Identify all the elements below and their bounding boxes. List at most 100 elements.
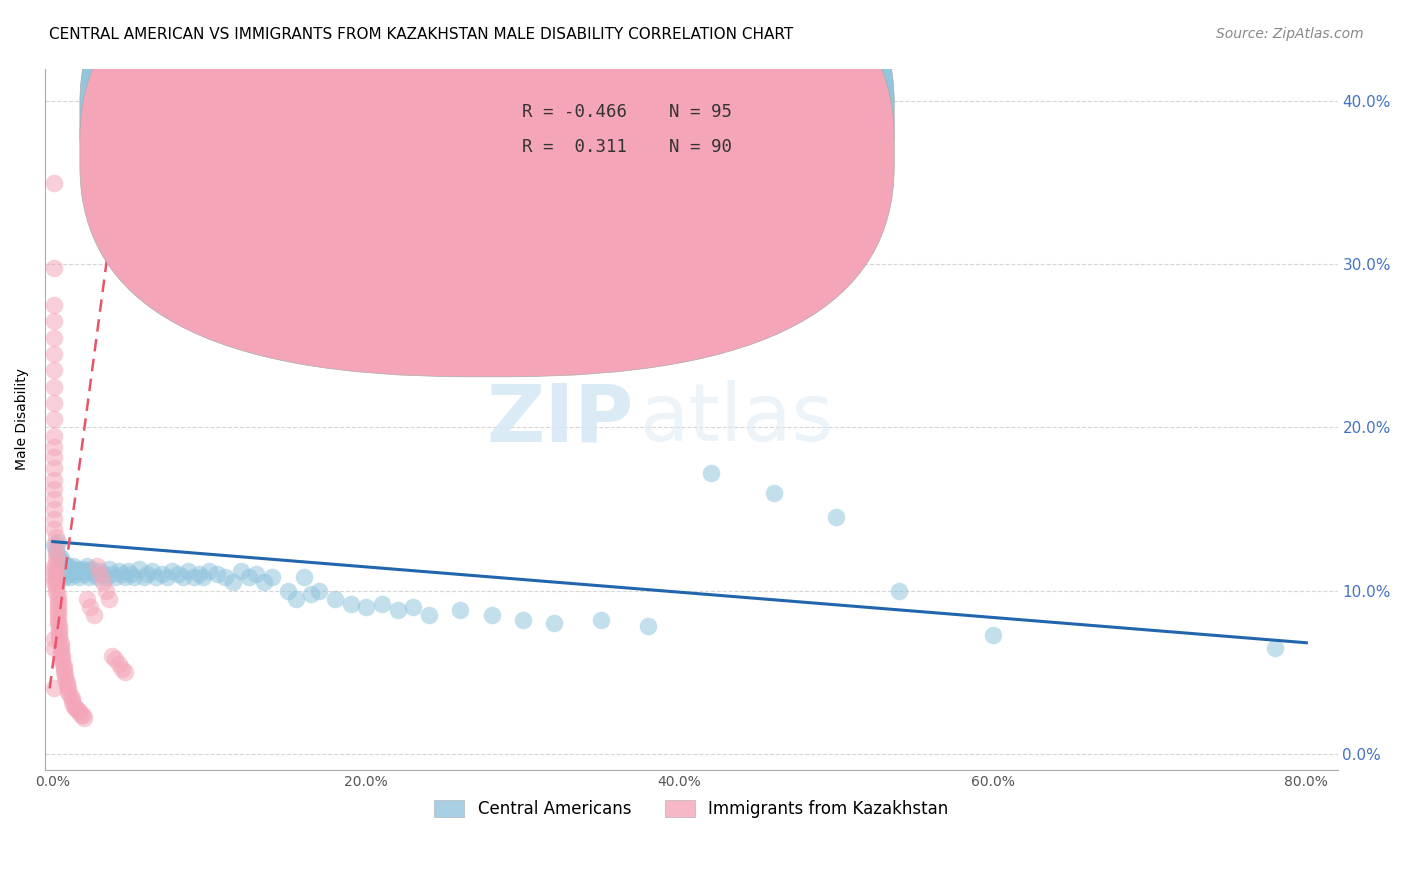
Point — [83, 607, 105, 622]
Point — [207, 567, 229, 582]
Point — [76, 559, 98, 574]
Point — [44, 461, 66, 475]
Point — [46, 601, 69, 615]
Point — [160, 564, 183, 578]
Legend: Central Americans, Immigrants from Kazakhstan: Central Americans, Immigrants from Kazak… — [427, 793, 955, 825]
Point — [111, 662, 134, 676]
Point — [299, 587, 322, 601]
Point — [65, 567, 87, 582]
Point — [45, 575, 67, 590]
Point — [45, 538, 67, 552]
Point — [114, 665, 136, 679]
Point — [66, 562, 89, 576]
Point — [86, 570, 108, 584]
Point — [481, 607, 503, 622]
Point — [49, 639, 72, 653]
Point — [51, 567, 73, 582]
Point — [56, 564, 79, 578]
Point — [1264, 640, 1286, 655]
Point — [72, 562, 94, 576]
Point — [51, 656, 73, 670]
Point — [308, 583, 330, 598]
Point — [52, 662, 75, 676]
Point — [284, 591, 307, 606]
Point — [145, 570, 167, 584]
FancyBboxPatch shape — [80, 0, 894, 342]
Point — [45, 570, 67, 584]
Point — [44, 473, 66, 487]
Point — [825, 510, 848, 524]
Point — [46, 613, 69, 627]
Text: CENTRAL AMERICAN VS IMMIGRANTS FROM KAZAKHSTAN MALE DISABILITY CORRELATION CHART: CENTRAL AMERICAN VS IMMIGRANTS FROM KAZA… — [49, 27, 793, 42]
Point — [53, 562, 76, 576]
Point — [44, 512, 66, 526]
Point — [91, 567, 114, 582]
Point — [45, 546, 67, 560]
Point — [44, 347, 66, 361]
Point — [45, 580, 67, 594]
Point — [44, 331, 66, 345]
Point — [48, 619, 70, 633]
Point — [83, 567, 105, 582]
Point — [58, 684, 80, 698]
Point — [107, 564, 129, 578]
Point — [591, 613, 613, 627]
Point — [44, 632, 66, 647]
Point — [104, 570, 127, 584]
Point — [98, 562, 121, 576]
Point — [45, 542, 67, 557]
Point — [49, 564, 72, 578]
Point — [245, 567, 267, 582]
Point — [69, 704, 91, 718]
Y-axis label: Male Disability: Male Disability — [15, 368, 30, 470]
Point — [94, 570, 117, 584]
Point — [52, 665, 75, 679]
Point — [387, 603, 409, 617]
Point — [48, 559, 70, 574]
Point — [44, 483, 66, 497]
Point — [371, 597, 394, 611]
Point — [58, 567, 80, 582]
Point — [44, 298, 66, 312]
Point — [104, 652, 127, 666]
Point — [229, 564, 252, 578]
Point — [72, 707, 94, 722]
Point — [59, 688, 82, 702]
Point — [45, 558, 67, 572]
Point — [49, 550, 72, 565]
Point — [187, 567, 209, 582]
Point — [77, 570, 100, 584]
Point — [94, 583, 117, 598]
Point — [63, 701, 86, 715]
Point — [46, 534, 69, 549]
Point — [80, 562, 103, 576]
Point — [512, 613, 534, 627]
Point — [69, 570, 91, 584]
Point — [132, 570, 155, 584]
Point — [156, 570, 179, 584]
Point — [981, 627, 1004, 641]
Point — [46, 597, 69, 611]
Point — [60, 562, 83, 576]
Point — [60, 691, 83, 706]
Point — [51, 648, 73, 663]
FancyBboxPatch shape — [439, 79, 794, 188]
Point — [120, 567, 142, 582]
Point — [176, 564, 198, 578]
Point — [52, 658, 75, 673]
Point — [44, 538, 66, 552]
Point — [101, 567, 124, 582]
Point — [79, 564, 101, 578]
Point — [48, 626, 70, 640]
Point — [418, 607, 440, 622]
Point — [44, 379, 66, 393]
Point — [152, 567, 174, 582]
Point — [323, 591, 346, 606]
Text: R =  0.311    N = 90: R = 0.311 N = 90 — [522, 138, 733, 156]
Point — [48, 554, 70, 568]
Point — [51, 652, 73, 666]
Point — [887, 583, 910, 598]
Point — [49, 646, 72, 660]
Point — [44, 260, 66, 275]
Point — [52, 559, 75, 574]
